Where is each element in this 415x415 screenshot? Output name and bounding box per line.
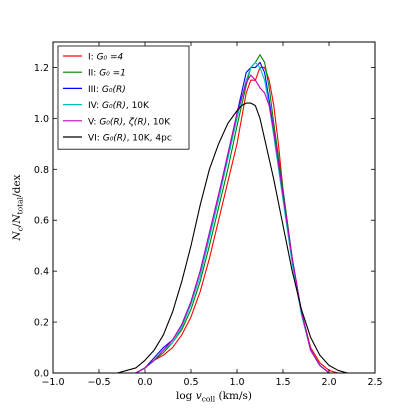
- x-tick-label: 0.5: [183, 377, 198, 388]
- series-line-6: [117, 102, 348, 374]
- legend-box: [57, 45, 190, 150]
- series-line-5: [135, 74, 330, 374]
- y-tick-label: 1.2: [34, 63, 49, 74]
- y-tick-label: 0.8: [34, 165, 49, 176]
- legend-entry-label: IV: G₀(R), 10K: [88, 101, 150, 111]
- legend-entry-label: VI: G₀(R), 10K, 4pc: [88, 134, 172, 144]
- series-layer: [117, 54, 348, 374]
- y-tick-label: 0.4: [34, 267, 49, 278]
- ticks-layer: −1.0 −0.5 0.0 0.5 1.0 1.5 2.0 2.5 0.0 0.2 0.4 0.6 0.…: [34, 42, 383, 388]
- x-axis-label: log vcoll (km/s): [176, 390, 252, 404]
- y-tick-label: 0.2: [34, 318, 49, 329]
- y-tick-label: 1.0: [34, 114, 49, 125]
- legend-entry-label: V: G₀(R), ζ(R), 10K: [88, 117, 171, 127]
- legend-entry-label: I: G₀ =4: [88, 53, 124, 63]
- x-tick-label: 1.0: [229, 377, 244, 388]
- plot-frame: [52, 41, 376, 374]
- legend: I: G₀ =4 II: G₀ =1 III: G₀(R) IV: G₀(R), 10…: [57, 45, 190, 150]
- y-tick-label: 0.6: [34, 216, 49, 227]
- x-tick-label: 0.0: [137, 377, 152, 388]
- series-line-4: [135, 61, 330, 374]
- x-tick-label: −1.0: [41, 377, 64, 388]
- x-tick-label: 1.5: [275, 377, 290, 388]
- x-tick-label: 2.0: [321, 377, 336, 388]
- legend-entry-label: II: G₀ =1: [88, 69, 126, 79]
- y-tick-label: 0.0: [34, 369, 49, 380]
- y-axis-label: Nc/Ntotal/dex: [11, 174, 25, 241]
- legend-entry-label: III: G₀(R): [88, 85, 126, 95]
- x-tick-label: −0.5: [87, 377, 110, 388]
- x-tick-label: 2.5: [367, 377, 382, 388]
